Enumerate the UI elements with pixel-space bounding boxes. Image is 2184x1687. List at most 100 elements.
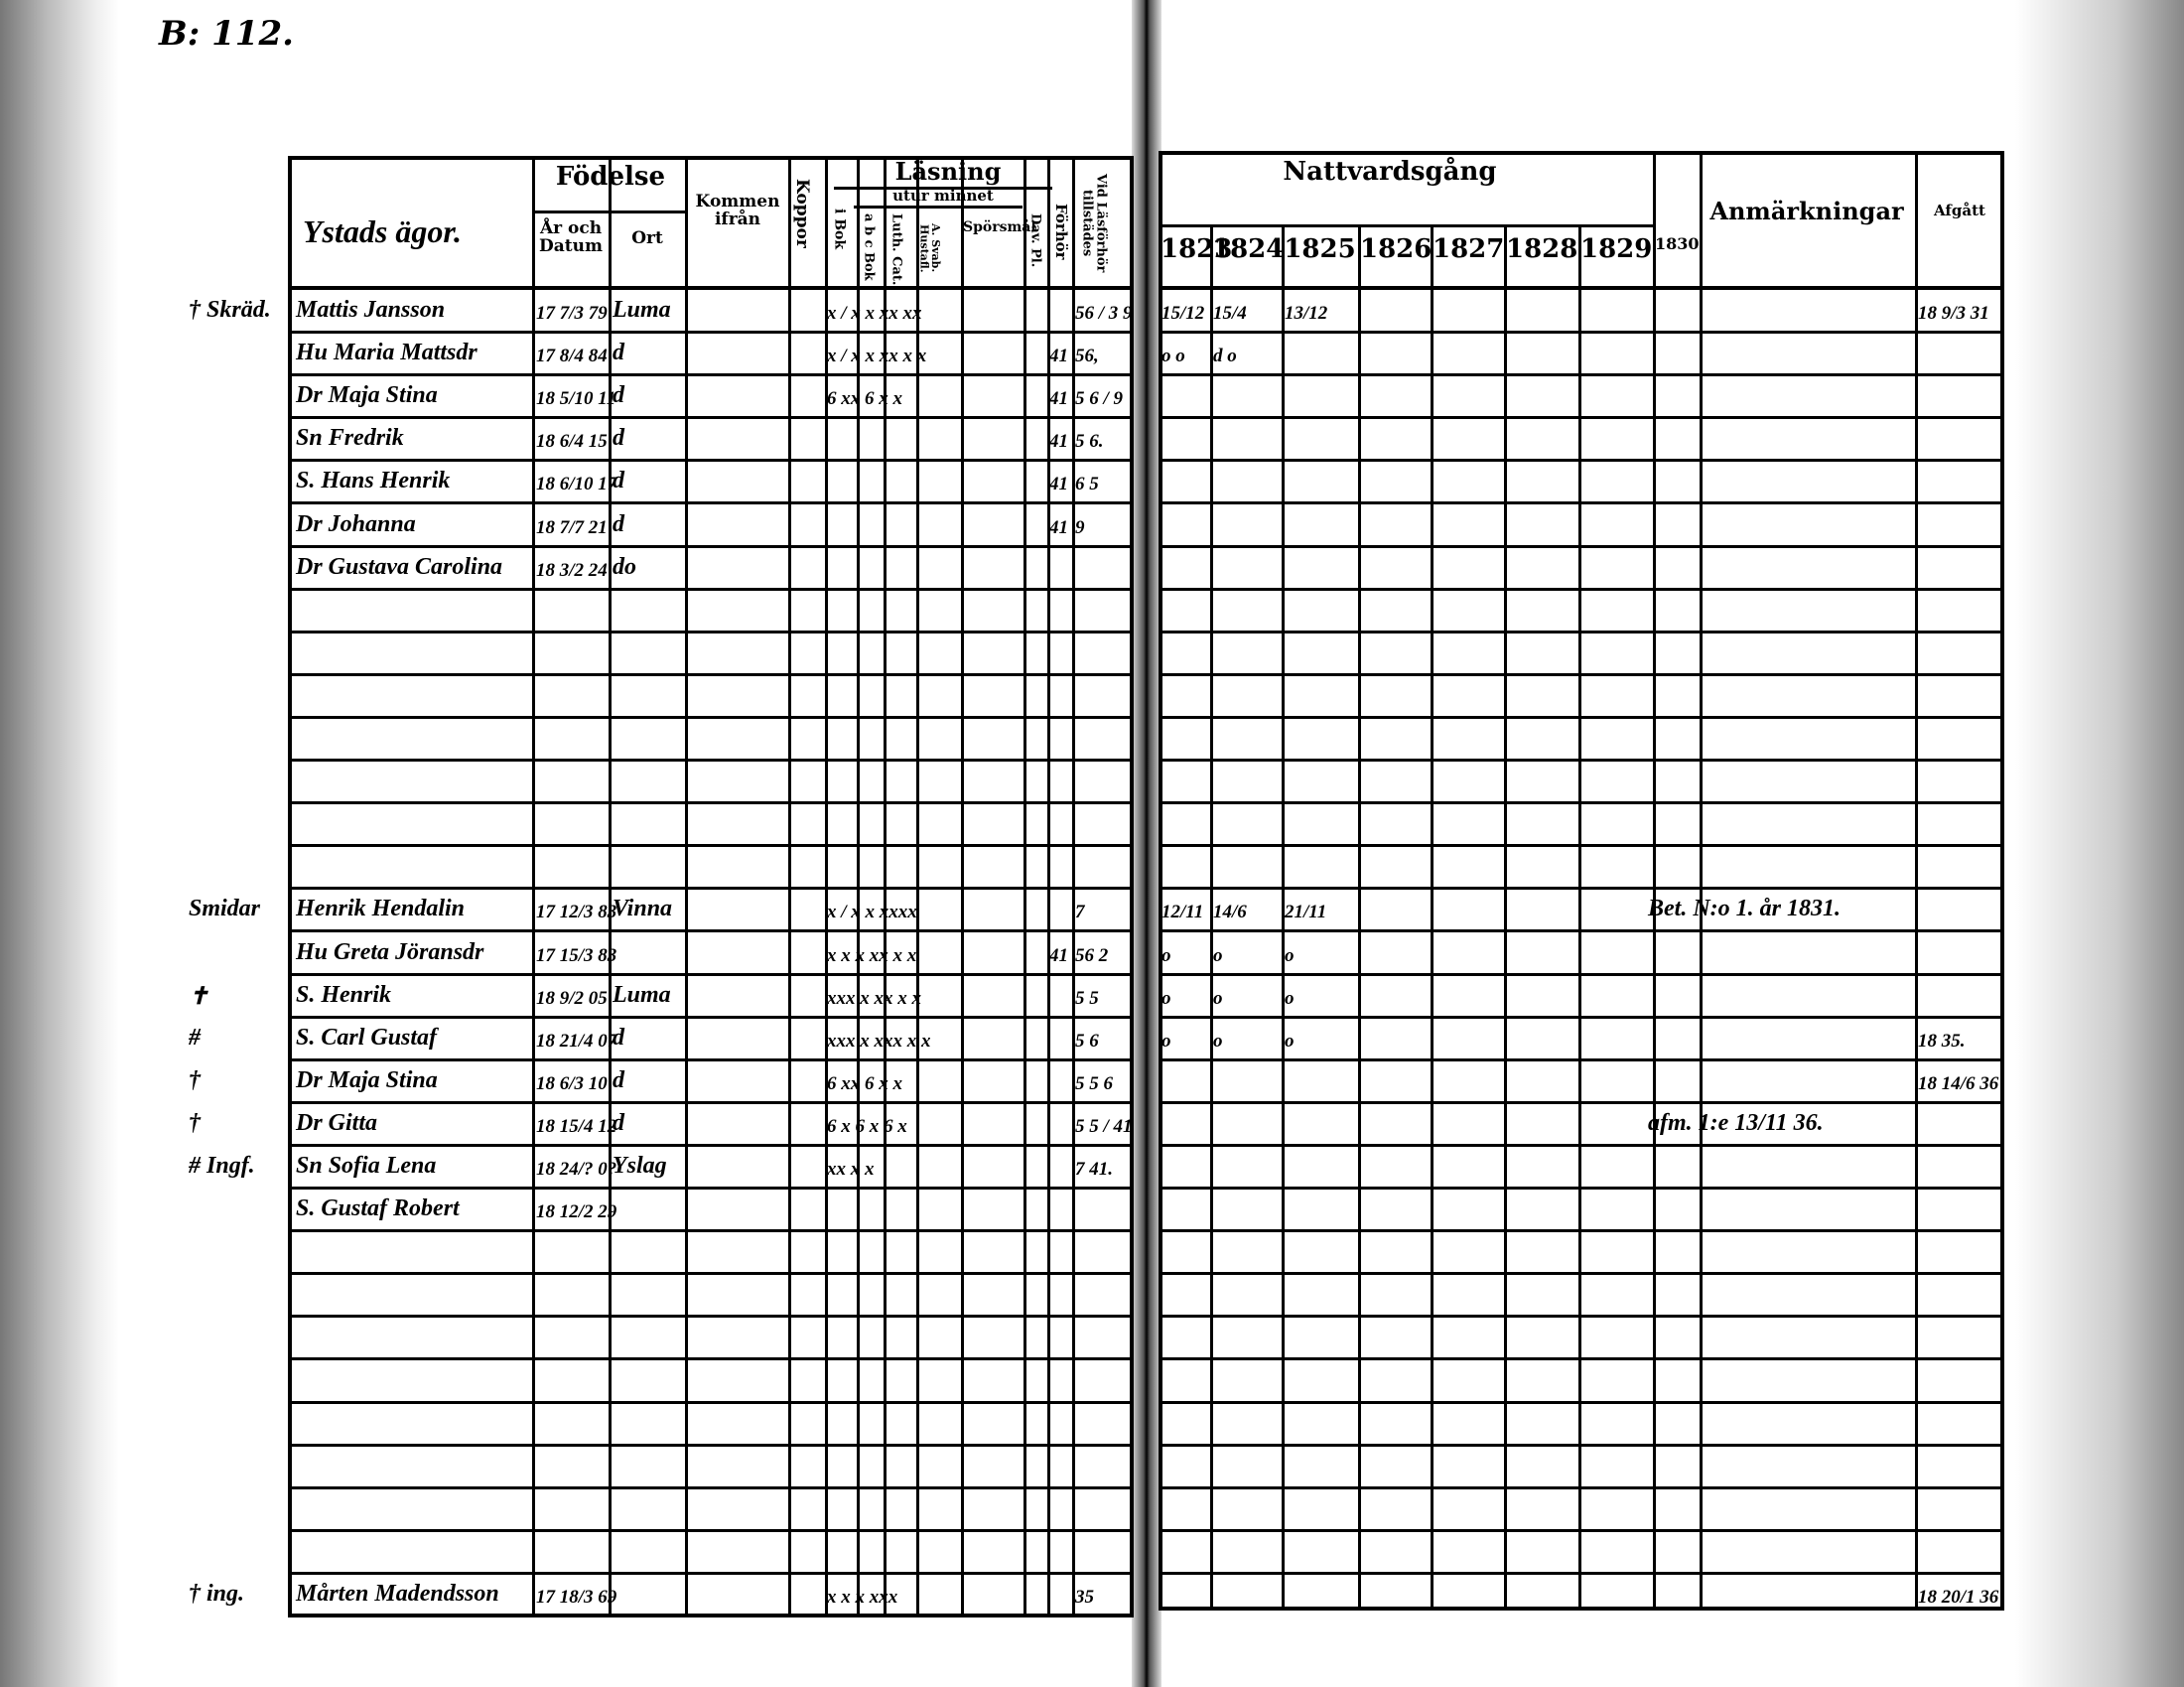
header-year: 1827: [1433, 234, 1505, 264]
row-rule: [288, 1101, 1134, 1104]
birth-date: 18 9/2 05: [536, 988, 608, 1009]
birth-place: do: [613, 554, 636, 580]
row-prefix: # Ingf.: [189, 1153, 255, 1179]
row-prefix: †: [189, 1110, 201, 1136]
column-rule: [532, 156, 535, 1616]
row-rule: [288, 759, 1134, 762]
header-rule: [854, 206, 1023, 209]
birth-place: Luma: [613, 982, 671, 1008]
row-rule: [1159, 1144, 2004, 1147]
communion-1825: o: [1285, 1031, 1295, 1052]
row-rule: [1159, 331, 2004, 334]
person-name: S. Henrik: [296, 982, 392, 1008]
row-rule: [1159, 973, 2004, 976]
header-year: 1824: [1212, 234, 1285, 264]
communion-1823: o: [1161, 945, 1171, 966]
row-rule: [288, 545, 1134, 548]
header-rule: [834, 187, 1052, 190]
birth-date: 18 6/4 15: [536, 431, 608, 452]
person-name: Dr Johanna: [296, 511, 416, 537]
page-mark: B: 112.: [159, 14, 294, 54]
row-rule: [1159, 501, 2004, 504]
reading-marks: x / x x xx xx: [827, 303, 922, 324]
row-rule: [288, 801, 1134, 804]
birth-date: 18 3/2 24: [536, 560, 608, 581]
birth-place: Vinna: [613, 896, 673, 921]
communion-1823: 12/11: [1161, 902, 1204, 922]
row-rule: [288, 1058, 1134, 1061]
communion-1825: 21/11: [1285, 902, 1327, 922]
column-rule: [1072, 156, 1075, 1616]
row-rule: [1159, 1529, 2004, 1532]
header-year: 1823: [1160, 234, 1233, 264]
person-name: S. Hans Henrik: [296, 468, 451, 493]
row-rule: [1159, 716, 2004, 719]
communion-1823: o: [1161, 988, 1171, 1009]
row-rule: [288, 1444, 1134, 1447]
person-name: Henrik Hendalin: [296, 896, 466, 921]
person-name: Dr Maja Stina: [296, 1067, 438, 1093]
row-rule: [288, 1229, 1134, 1232]
person-name: Mattis Jansson: [296, 297, 446, 323]
birth-place: d: [613, 1110, 624, 1136]
column-rule: [884, 156, 887, 1616]
birth-date: 18 15/4 12: [536, 1116, 617, 1137]
reading-marks: 6 xx 6 x x: [827, 388, 902, 409]
lasforhor-mark: 5 6 / 9: [1075, 388, 1124, 409]
reading-marks: xxx x xxx x x: [827, 1031, 931, 1052]
row-rule: [288, 1486, 1134, 1489]
birth-place: d: [613, 340, 624, 365]
birth-date: 18 5/10 11: [536, 388, 616, 409]
header-ar-och-datum: År och Datum: [539, 218, 603, 256]
header-sporsmal: Spörsmål: [963, 219, 1036, 235]
column-rule: [1210, 226, 1213, 1611]
birth-place: d: [613, 1067, 624, 1093]
header-koppor: Koppor: [791, 179, 812, 248]
column-rule: [1282, 226, 1285, 1611]
row-rule: [288, 631, 1134, 633]
reading-marks: 6 x 6 x 6 x: [827, 1116, 907, 1137]
row-rule: [288, 331, 1134, 334]
header-year: 1825: [1284, 234, 1356, 264]
header-lasning: Läsning: [894, 157, 1002, 186]
header-luth-cat: Luth. Cat.: [888, 213, 904, 286]
column-rule: [1578, 226, 1581, 1611]
row-rule: [1159, 1187, 2004, 1190]
birth-place: d: [613, 511, 624, 537]
row-rule: [1159, 1101, 2004, 1104]
birth-date: 18 7/7 21: [536, 517, 608, 538]
row-rule: [288, 1187, 1134, 1190]
lasforhor-mark: 35: [1075, 1587, 1094, 1608]
person-name: Hu Greta Jöransdr: [296, 939, 484, 965]
row-rule: [288, 1572, 1134, 1575]
communion-1825: o: [1285, 988, 1295, 1009]
birth-date: 18 6/3 10: [536, 1073, 608, 1094]
header-rule: [532, 211, 685, 213]
lasforhor-mark: 5 5 / 41: [1075, 1116, 1133, 1137]
person-name: S. Gustaf Robert: [296, 1195, 460, 1221]
row-rule: [1159, 1357, 2004, 1360]
row-rule: [1159, 1272, 2004, 1275]
row-rule: [1159, 545, 2004, 548]
lasforhor-mark: 56 2: [1075, 945, 1109, 966]
row-rule: [1159, 631, 2004, 633]
reading-marks: x x x xxx: [827, 1587, 898, 1608]
departure-date: 18 35.: [1918, 1031, 1966, 1052]
row-rule: [288, 1357, 1134, 1360]
communion-1824: 15/4: [1213, 303, 1247, 324]
communion-1824: o: [1213, 1031, 1223, 1052]
row-rule: [1159, 459, 2004, 462]
column-rule: [1915, 151, 1918, 1611]
reading-marks: 6 xx 6 x x: [827, 1073, 902, 1094]
lasforhor-mark: 9: [1075, 517, 1085, 538]
right-table-frame: [1159, 151, 2004, 1611]
column-rule: [1431, 226, 1433, 1611]
birth-place: Luma: [613, 297, 671, 323]
column-rule: [916, 156, 919, 1616]
person-name: S. Carl Gustaf: [296, 1025, 438, 1051]
column-rule: [1024, 156, 1026, 1616]
row-prefix: #: [189, 1025, 201, 1051]
birth-date: 18 21/4 07: [536, 1031, 617, 1052]
person-name: Mårten Madendsson: [296, 1581, 499, 1607]
row-rule: [288, 373, 1134, 376]
